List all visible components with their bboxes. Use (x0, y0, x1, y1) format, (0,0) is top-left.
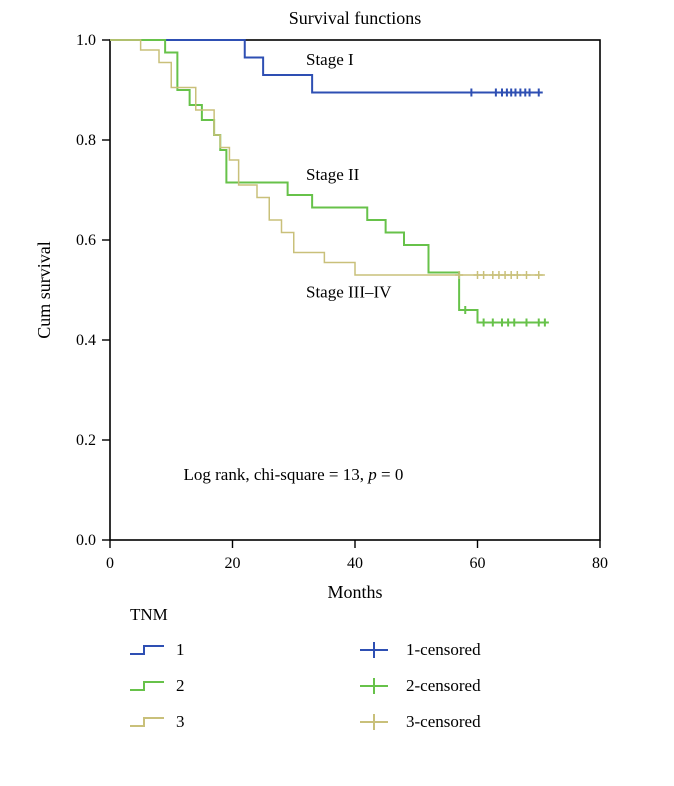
x-tick-label: 60 (470, 555, 486, 572)
x-tick-label: 80 (592, 555, 608, 572)
legend-plus-glyph (360, 642, 388, 658)
x-axis-label: Months (327, 582, 382, 602)
legend-step-glyph (130, 718, 164, 726)
legend-label-stage2: 2 (176, 676, 185, 695)
x-tick-label: 0 (106, 555, 114, 572)
legend-label-stage1: 1 (176, 640, 185, 659)
legend-label-stage3-censored: 3-censored (406, 712, 481, 731)
x-tick-label: 20 (225, 555, 241, 572)
y-tick-label: 0.6 (76, 232, 96, 249)
y-tick-label: 1.0 (76, 32, 96, 49)
logrank-annotation: Log rank, chi-square = 13, p = 0 (184, 465, 404, 484)
y-tick-label: 0.0 (76, 532, 96, 549)
legend-title: TNM (130, 605, 168, 624)
chart-title: Survival functions (289, 8, 422, 28)
series-label-stage1: Stage I (306, 50, 354, 69)
legend-label-stage3: 3 (176, 712, 185, 731)
series-label-stage2: Stage II (306, 165, 360, 184)
x-tick-label: 40 (347, 555, 363, 572)
legend-step-glyph (130, 646, 164, 654)
chart-svg: Survival functions 0 20 40 60 80 0.0 0.2 0.4 0.6 0… (0, 0, 674, 786)
legend-plus-glyph (360, 678, 388, 694)
y-tick-label: 0.2 (76, 432, 96, 449)
y-tick-label: 0.4 (76, 332, 96, 349)
legend-plus-glyph (360, 714, 388, 730)
series-label-stage3: Stage III–IV (306, 283, 392, 302)
kaplan-meier-chart: Survival functions 0 20 40 60 80 0.0 0.2 0.4 0.6 0… (0, 0, 674, 786)
y-tick-label: 0.8 (76, 132, 96, 149)
legend-step-glyph (130, 682, 164, 690)
legend-label-stage1-censored: 1-censored (406, 640, 481, 659)
y-axis-label: Cum survival (34, 241, 54, 339)
legend-label-stage2-censored: 2-censored (406, 676, 481, 695)
